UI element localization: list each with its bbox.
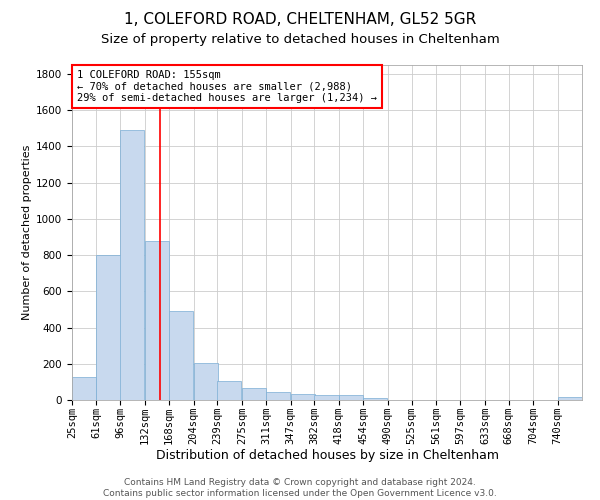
Bar (72, 378, 96, 400)
Bar (314, 394, 338, 400)
Bar (97, 255, 121, 400)
Text: Contains HM Land Registry data © Crown copyright and database right 2024.
Contai: Contains HM Land Registry data © Crown c… (103, 478, 497, 498)
Bar (557, 398, 581, 400)
Bar (169, 312, 193, 400)
Y-axis label: Number of detached properties: Number of detached properties (22, 145, 32, 320)
Bar (120, 130, 145, 400)
X-axis label: Distribution of detached houses by size in Cheltenham: Distribution of detached houses by size … (155, 450, 499, 462)
Bar (145, 240, 169, 400)
Bar (339, 396, 363, 400)
Text: 1, COLEFORD ROAD, CHELTENHAM, GL52 5GR: 1, COLEFORD ROAD, CHELTENHAM, GL52 5GR (124, 12, 476, 28)
Bar (217, 381, 241, 400)
Bar (266, 392, 290, 400)
Bar (242, 388, 266, 400)
Text: 1 COLEFORD ROAD: 155sqm
← 70% of detached houses are smaller (2,988)
29% of semi: 1 COLEFORD ROAD: 155sqm ← 70% of detache… (77, 70, 377, 103)
Text: Size of property relative to detached houses in Cheltenham: Size of property relative to detached ho… (101, 32, 499, 46)
Bar (290, 394, 315, 400)
Bar (364, 398, 388, 400)
Bar (194, 363, 218, 400)
